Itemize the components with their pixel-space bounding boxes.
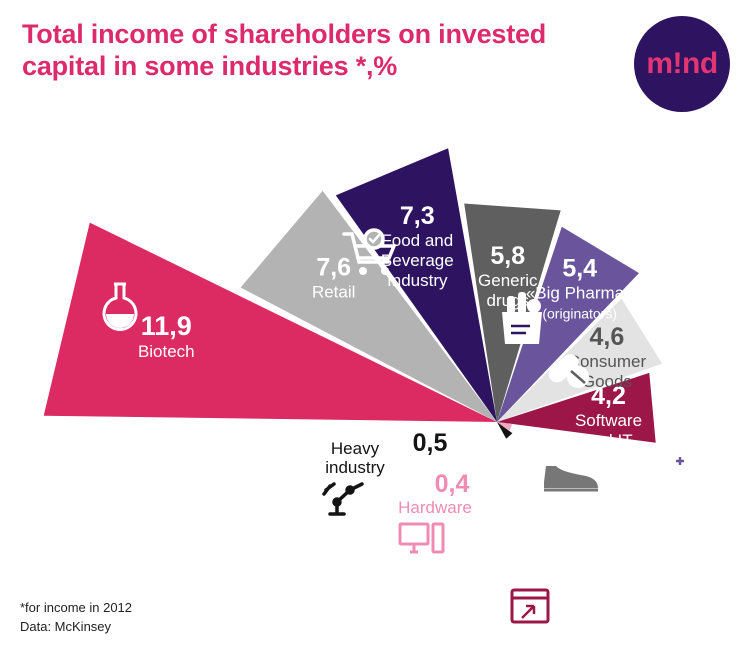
category-label-food-and-beverage-industry: Industry <box>387 271 448 290</box>
category-label-big-pharma-originators: «Big Pharma» <box>526 283 634 302</box>
slice-food-and-beverage-industry <box>335 148 497 422</box>
sneaker-icon <box>544 466 598 492</box>
footnote: *for income in 2012 Data: McKinsey <box>20 598 132 636</box>
value-label-heavy-industry: 0,5 <box>413 429 448 457</box>
value-label-food-and-beverage-industry: 7,3 <box>400 202 435 230</box>
category-label-big-pharma-originators: (originators) <box>542 305 617 321</box>
slice-consumer-goods <box>497 298 663 422</box>
category-label-generic-drugs: Generic <box>478 271 538 290</box>
mind-logo: m!nd <box>634 16 730 112</box>
robot-arm-icon <box>322 482 364 516</box>
value-label-hardware: 0,4 <box>435 470 470 498</box>
logo-text: m!nd <box>646 47 718 80</box>
category-label-software-and-it: Software <box>575 411 642 430</box>
value-label-generic-drugs: 5,8 <box>490 242 525 270</box>
chart-slices <box>43 148 663 443</box>
slice-heavy-industry <box>497 422 513 439</box>
medicine-bottle-icon <box>667 431 693 479</box>
slice-hardware <box>497 422 513 431</box>
chart-title: Total income of shareholders on invested… <box>22 19 547 81</box>
grocery-bag-icon <box>502 292 542 344</box>
footnote-source: Data: McKinsey <box>20 619 112 634</box>
flask-icon <box>102 282 138 331</box>
slice-retail <box>240 190 497 422</box>
category-label-hardware: Hardware <box>398 498 472 517</box>
computer-icon <box>398 522 445 554</box>
category-label-food-and-beverage-industry: Beverage <box>381 251 454 270</box>
footnote-note: *for income in 2012 <box>20 600 133 615</box>
category-label-food-and-beverage-industry: Food and <box>381 231 453 250</box>
value-label-biotech: 11,9 <box>141 311 192 341</box>
shopping-cart-icon <box>342 228 397 275</box>
value-label-software-and-it: 4,2 <box>591 382 626 410</box>
category-label-biotech: Biotech <box>138 342 195 361</box>
slice-biotech <box>43 222 497 422</box>
software-window-icon <box>510 588 550 624</box>
category-label-software-and-it: and IT <box>584 431 632 450</box>
category-label-retail: Retail <box>312 282 355 301</box>
category-label-consumer-goods: Goods <box>582 372 632 391</box>
slice-big-pharma-originators <box>497 226 639 422</box>
category-label-heavy-industry: Heavy <box>331 439 380 458</box>
value-label-retail: 7,6 <box>316 253 351 281</box>
value-label-big-pharma-originators: 5,4 <box>562 254 597 282</box>
category-label-consumer-goods: Consumer <box>568 352 647 371</box>
chart-value-labels: 11,9 7,6 7,3 5,8 5,4 4,6 4,2 0,4 0,5 <box>141 202 626 498</box>
value-label-consumer-goods: 4,6 <box>590 323 625 351</box>
category-label-heavy-industry: industry <box>325 458 385 477</box>
pills-icon <box>548 354 589 388</box>
slice-software-and-it <box>497 372 656 443</box>
